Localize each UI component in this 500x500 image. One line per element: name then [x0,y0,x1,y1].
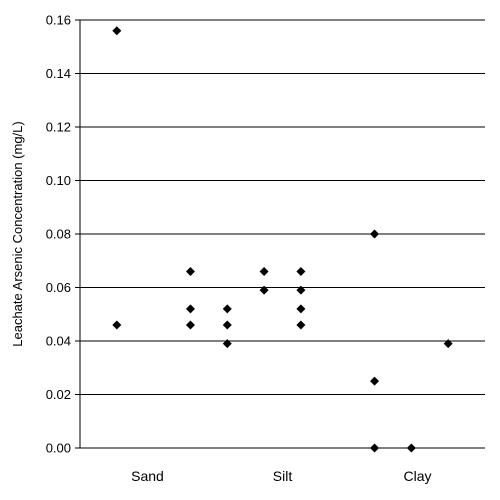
data-point-diamond [112,26,122,36]
y-tick-label: 0.04 [46,334,71,349]
data-point-diamond [296,285,306,295]
y-tick-label: 0.02 [46,387,71,402]
y-axis-ticks: 0.00 0.02 0.04 0.06 0.08 0.10 0.12 0.14 0.16 [46,13,80,456]
data-point-diamond [370,376,380,386]
data-point-diamond [222,320,232,330]
data-point-diamond [222,304,232,314]
x-category-label: Sand [131,468,164,484]
data-point-diamond [185,266,195,276]
y-tick-label: 0.10 [46,173,71,188]
data-point-diamond [185,304,195,314]
data-point-diamond [443,339,453,349]
y-tick-label: 0.06 [46,280,71,295]
x-category-label: Clay [403,468,431,484]
x-category-label: Silt [273,468,293,484]
y-tick-label: 0.08 [46,227,71,242]
x-axis-categories: Sand Silt Clay [131,468,431,484]
y-axis-title: Leachate Arsenic Concentration (mg/L) [10,121,25,346]
data-point-diamond [259,285,269,295]
data-point-diamond [296,266,306,276]
data-point-diamond [222,339,232,349]
data-point-diamond [370,229,380,239]
grid-lines [80,19,485,395]
data-point-diamond [185,320,195,330]
y-tick-label: 0.00 [46,441,71,456]
y-tick-label: 0.12 [46,120,71,135]
y-tick-label: 0.14 [46,66,71,81]
data-point-diamond [296,304,306,314]
data-point-diamond [259,266,269,276]
data-point-diamond [296,320,306,330]
y-tick-label: 0.16 [46,13,71,28]
data-point-diamond [112,320,122,330]
